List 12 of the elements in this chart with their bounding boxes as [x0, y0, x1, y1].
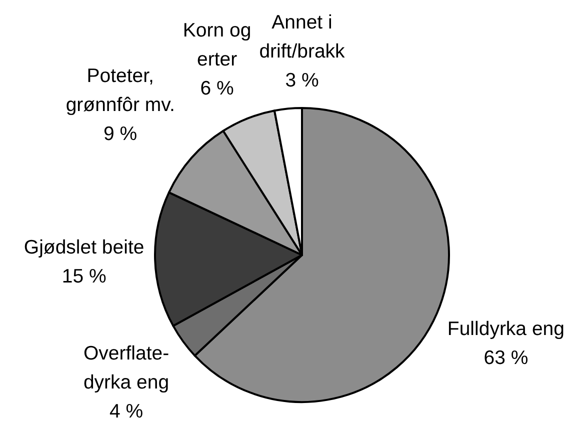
data-label: 9 %	[104, 123, 138, 146]
data-label: 15 %	[62, 265, 106, 288]
slice-label: Gjødslet beite	[24, 236, 144, 258]
slice-label: Overflate- dyrka eng	[83, 342, 170, 394]
slice-label: Korn og erter	[182, 20, 252, 71]
slice-label: Poteter, grønnfôr mv.	[66, 65, 175, 116]
data-label: 4 %	[109, 400, 144, 423]
slice-label: Annet i drift/brakk	[259, 12, 346, 63]
data-label: 3 %	[285, 70, 319, 92]
slice-label: Fulldyrka eng	[447, 318, 564, 340]
data-label: 63 %	[484, 346, 528, 369]
data-label: 6 %	[200, 78, 234, 100]
